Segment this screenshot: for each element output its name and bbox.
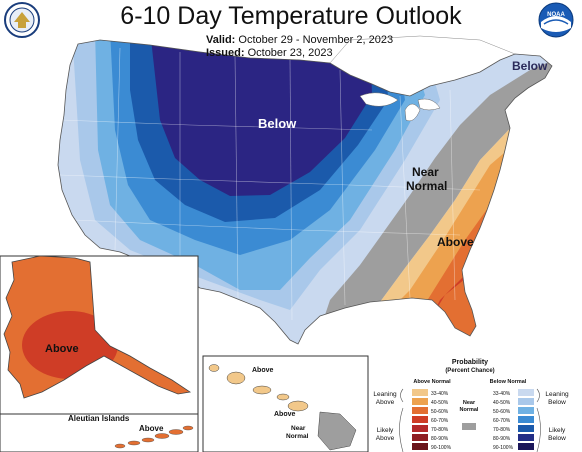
legend-below-swatch <box>518 416 534 423</box>
legend-below-range: 90-100% <box>493 445 514 451</box>
legend-above-swatch <box>412 434 428 441</box>
alaska-outline <box>3 255 192 399</box>
legend-below-range: 80-90% <box>493 436 511 442</box>
aleutian-inset <box>0 413 199 452</box>
legend-likely-below-1: Likely <box>549 427 566 434</box>
legend-above-range: 60-70% <box>431 418 449 424</box>
legend-leaning-above-1: Leaning <box>373 391 397 398</box>
legend-near-label-2: Normal <box>460 407 479 413</box>
label-below-northeast: Below <box>512 59 548 73</box>
legend-near-swatch <box>462 423 476 430</box>
label-above-hawaii-1: Above <box>252 367 274 374</box>
valid-value: October 29 - November 2, 2023 <box>238 34 394 46</box>
legend-above-swatch <box>412 389 428 396</box>
legend-below-range: 60-70% <box>493 418 511 424</box>
legend-leaning-below-1: Leaning <box>545 391 569 398</box>
noaa-logo-icon: NOAA <box>538 2 574 38</box>
label-below-north: Below <box>258 116 297 131</box>
aleutian-islands <box>114 425 194 449</box>
label-above-aleutian: Above <box>139 424 164 433</box>
valid-label: Valid: <box>206 34 236 46</box>
label-near-normal-2: Normal <box>406 179 447 193</box>
great-lakes <box>359 92 441 122</box>
legend-subtitle: (Percent Chance) <box>445 368 494 374</box>
legend-above-range: 80-90% <box>431 436 449 442</box>
legend-below-swatch <box>518 443 534 450</box>
issued-value: October 23, 2023 <box>247 47 333 59</box>
legend-above-range: 50-60% <box>431 409 449 415</box>
commerce-seal-icon <box>4 2 40 38</box>
legend-leaning-below-2: Below <box>548 399 566 406</box>
legend-likely-below-2: Below <box>548 435 566 442</box>
legend-above-swatch <box>412 443 428 450</box>
label-near-hawaii-2: Normal <box>286 433 309 440</box>
legend: Probability (Percent Chance) Above Norma… <box>373 359 569 452</box>
legend-below-swatch <box>518 407 534 414</box>
hawaii-islands <box>208 364 357 451</box>
legend-above-swatch <box>412 425 428 432</box>
issued-label: Issued: <box>206 47 245 59</box>
canada-border <box>329 35 516 64</box>
label-above-alaska: Above <box>45 343 79 355</box>
legend-above-range: 70-80% <box>431 427 449 433</box>
legend-below-range: 40-50% <box>493 400 511 406</box>
legend-below-swatch <box>518 434 534 441</box>
noaa-logo-text: NOAA <box>547 12 565 18</box>
label-near-normal-1: Near <box>412 165 439 179</box>
label-above-southeast: Above <box>437 235 474 249</box>
legend-below-swatch <box>518 425 534 432</box>
legend-above-swatch <box>412 416 428 423</box>
page-title: 6-10 Day Temperature Outlook <box>120 2 462 30</box>
legend-leaning-above-2: Above <box>376 399 395 406</box>
legend-above-header: Above Normal <box>413 379 451 385</box>
legend-title: Probability <box>452 359 488 366</box>
legend-above-range: 33-40% <box>431 391 449 397</box>
issued-line: Issued: October 23, 2023 <box>206 47 333 59</box>
valid-line: Valid: October 29 - November 2, 2023 <box>206 34 393 46</box>
legend-below-swatch <box>518 389 534 396</box>
legend-above-swatch <box>412 398 428 405</box>
legend-likely-above-1: Likely <box>377 427 394 434</box>
aleutian-title: Aleutian Islands <box>68 414 130 423</box>
label-near-hawaii-1: Near <box>291 425 306 432</box>
legend-below-range: 50-60% <box>493 409 511 415</box>
legend-above-range: 40-50% <box>431 400 449 406</box>
legend-above-swatch <box>412 407 428 414</box>
legend-above-range: 90-100% <box>431 445 452 451</box>
legend-below-range: 70-80% <box>493 427 511 433</box>
legend-near-label-1: Near <box>463 400 476 406</box>
label-above-hawaii-2: Above <box>274 411 296 418</box>
legend-below-swatch <box>518 398 534 405</box>
legend-likely-above-2: Above <box>376 435 395 442</box>
legend-below-header: Below Normal <box>490 379 527 385</box>
legend-below-range: 33-40% <box>493 391 511 397</box>
